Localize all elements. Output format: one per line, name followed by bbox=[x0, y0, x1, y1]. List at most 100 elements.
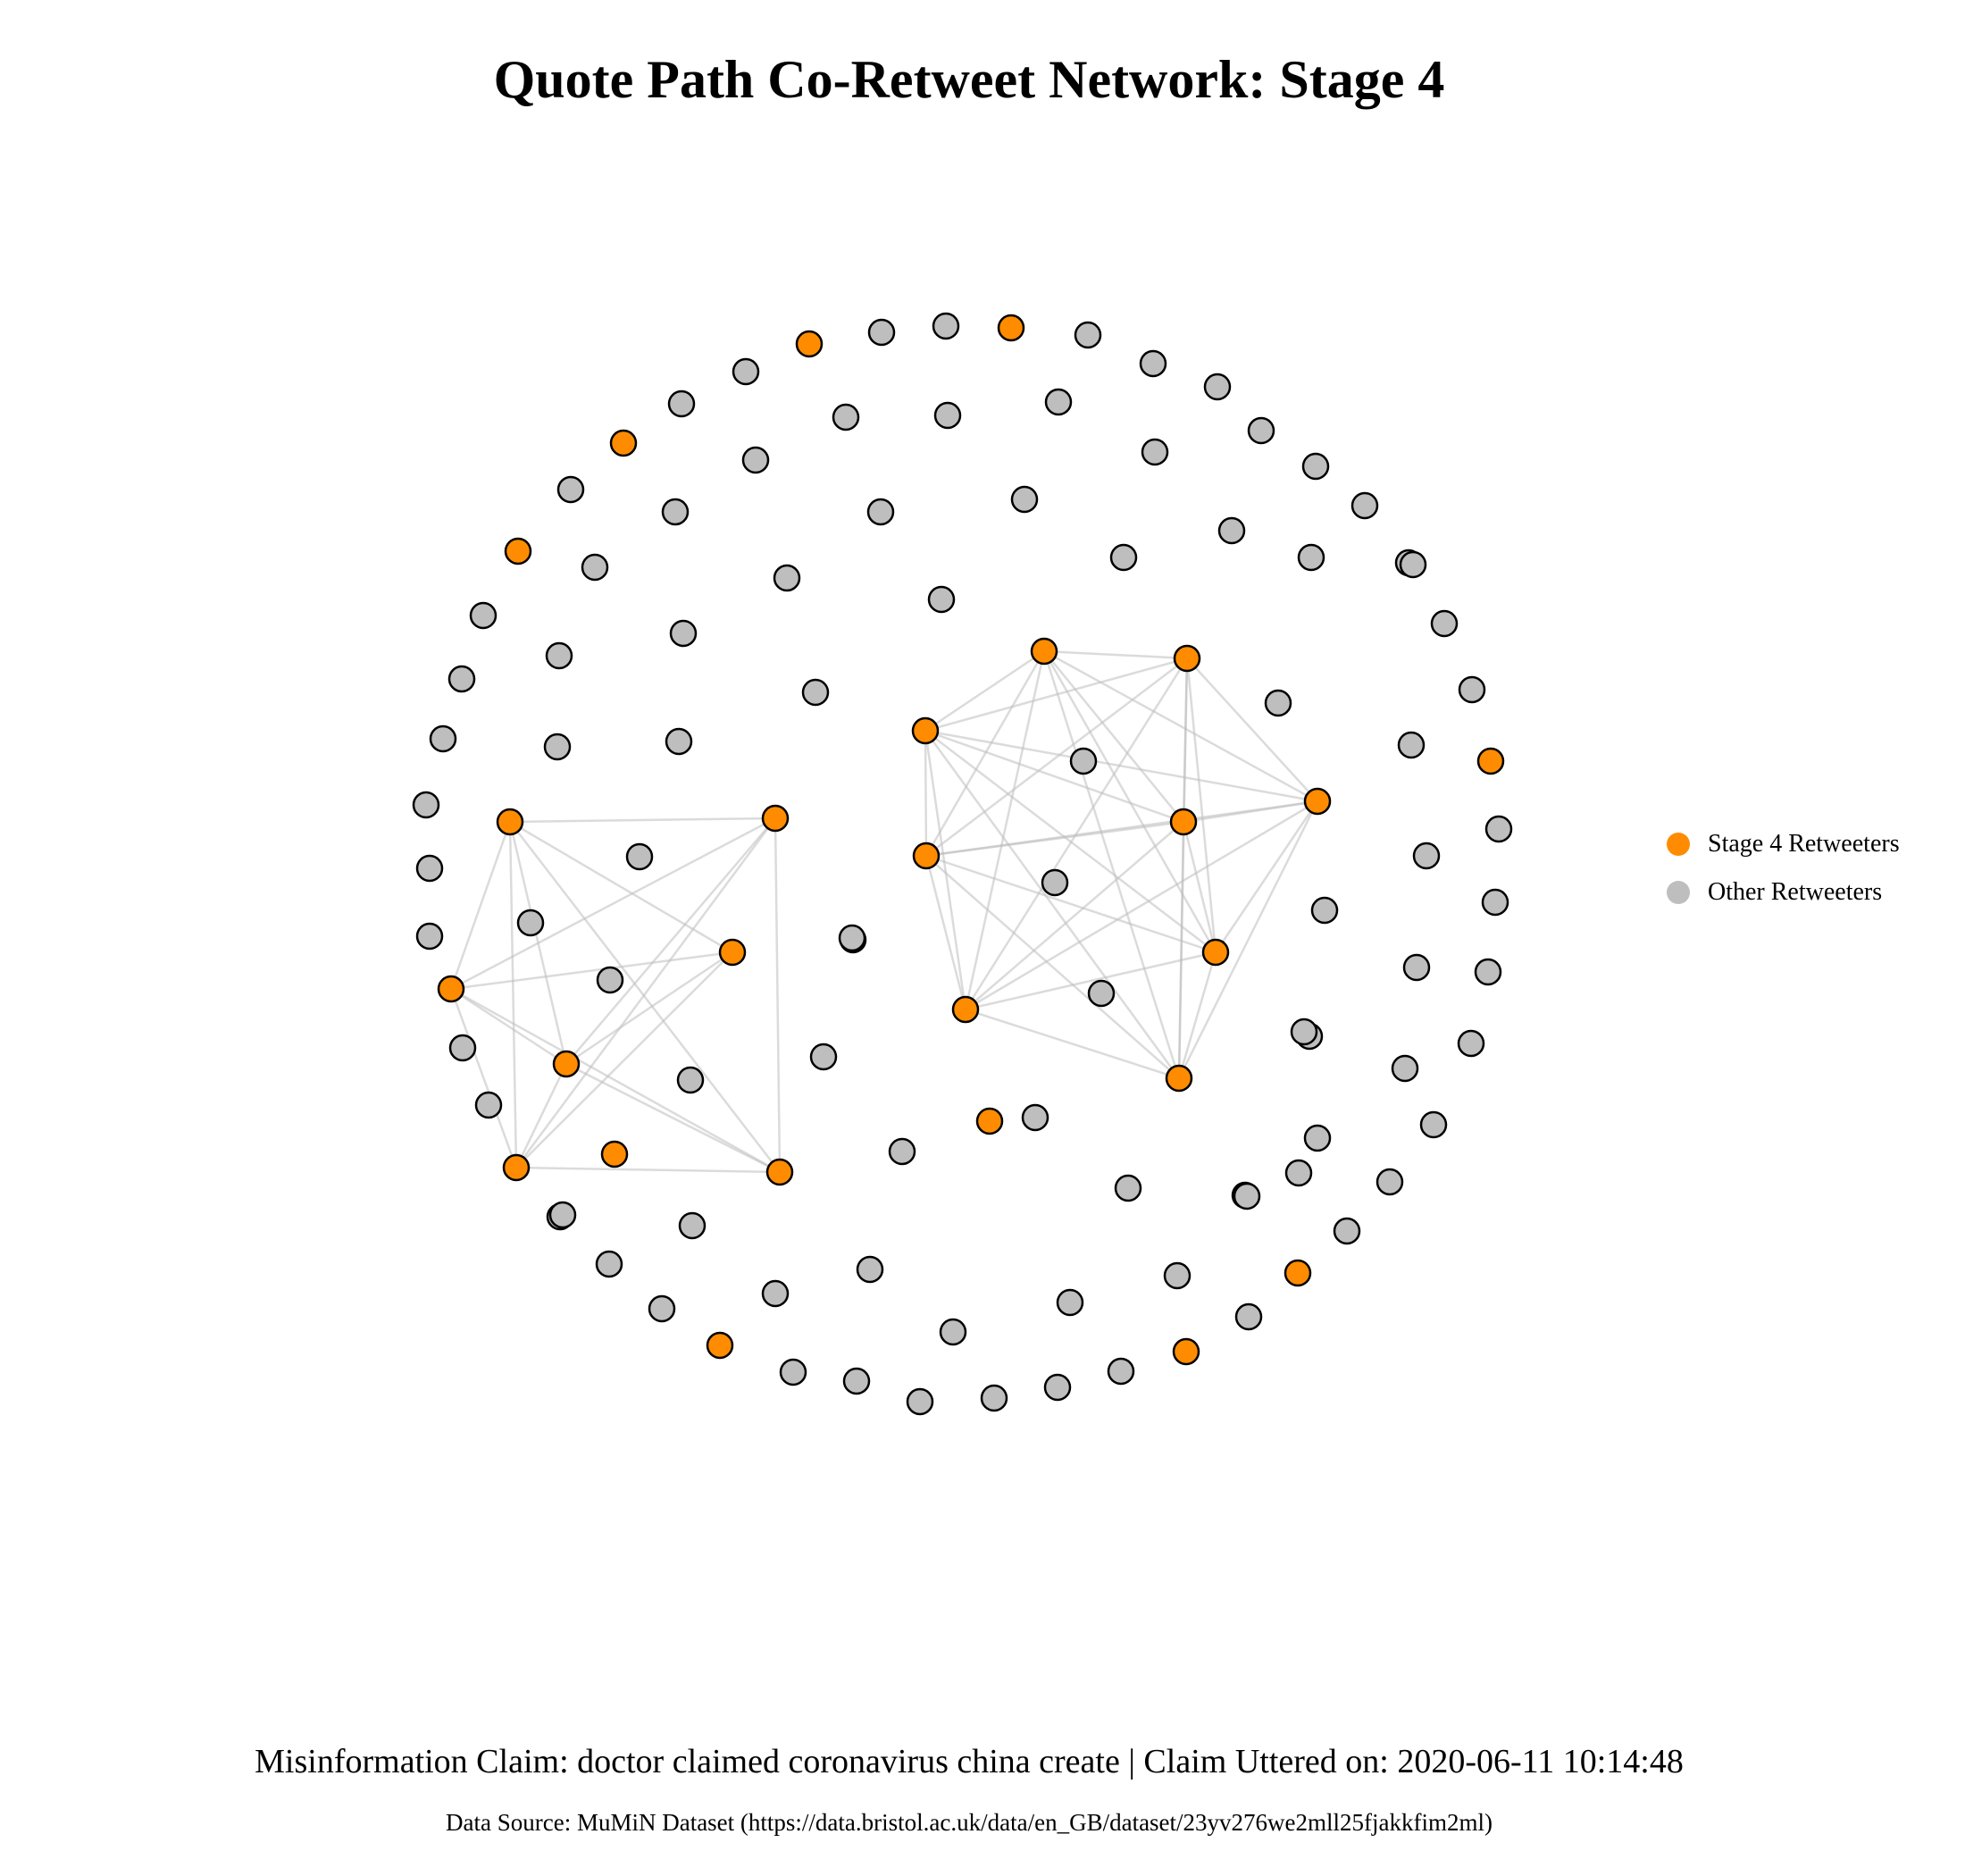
other-node-inner-47 bbox=[676, 1066, 705, 1094]
legend-item-other: Other Retweeters bbox=[1667, 868, 1900, 917]
other-node-inner-2 bbox=[1141, 438, 1169, 466]
stage4-node-L4 bbox=[718, 938, 747, 967]
left-cluster-edge-L5-L7 bbox=[565, 1062, 781, 1174]
other-node-outer-33 bbox=[448, 1034, 477, 1062]
other-node-outer-23 bbox=[1043, 1373, 1072, 1402]
right-cluster-edge-R3-R7 bbox=[924, 730, 1217, 953]
other-node-inner-19 bbox=[761, 1279, 790, 1308]
right-cluster-edge-R2-R7 bbox=[1185, 657, 1217, 953]
page-title: Quote Path Co-Retweet Network: Stage 4 bbox=[493, 50, 1445, 109]
left-cluster-edge-L4-L6 bbox=[515, 951, 733, 1168]
right-cluster-edge-R6-R7 bbox=[925, 854, 1217, 954]
other-node-inner-52 bbox=[1290, 1018, 1318, 1046]
right-cluster-edge-R6-R9 bbox=[925, 855, 1180, 1079]
stage4-node-outer-1 bbox=[997, 314, 1025, 342]
other-node-inner-6 bbox=[1264, 689, 1292, 717]
other-node-inner-49 bbox=[1069, 747, 1098, 775]
other-node-outer-13 bbox=[1481, 888, 1509, 917]
right-cluster-edge-R3-R5 bbox=[924, 729, 1184, 824]
left-cluster-edge-L1-L2 bbox=[509, 817, 776, 824]
other-node-inner-41 bbox=[1109, 543, 1138, 572]
other-node-outer-22 bbox=[1107, 1357, 1135, 1386]
other-node-inner-37 bbox=[665, 727, 693, 756]
stage4-node-L1 bbox=[496, 808, 524, 836]
node-layer bbox=[412, 312, 1513, 1416]
other-node-inner-34 bbox=[545, 641, 573, 670]
right-cluster-edge-R1-R4 bbox=[1043, 649, 1318, 803]
right-cluster-edge-R5-R8 bbox=[965, 821, 1184, 1010]
stage4-node-L7 bbox=[765, 1158, 794, 1186]
other-node-inner-8 bbox=[1412, 842, 1441, 870]
other-node-inner-16 bbox=[1056, 1288, 1084, 1317]
other-node-outer-3 bbox=[1139, 349, 1167, 378]
other-node-outer-46 bbox=[867, 318, 896, 347]
right-cluster-edge-R3-R6 bbox=[924, 730, 928, 857]
other-node-outer-39 bbox=[469, 601, 498, 630]
left-cluster-edge-L1-L7 bbox=[509, 821, 781, 1173]
other-node-outer-29 bbox=[648, 1294, 676, 1323]
right-cluster-edge-R4-R7 bbox=[1214, 800, 1319, 953]
other-node-inner-15 bbox=[1163, 1261, 1192, 1290]
right-cluster-edge-R3-R8 bbox=[924, 730, 967, 1010]
left-cluster-edge-L1-L4 bbox=[509, 820, 733, 954]
stage4-node-R1 bbox=[1030, 637, 1058, 666]
data-source-note: Data Source: MuMiN Dataset (https://data… bbox=[446, 1809, 1493, 1836]
other-node-outer-4 bbox=[1203, 373, 1232, 401]
left-cluster-edge-L3-L7 bbox=[450, 987, 781, 1174]
stage4-node-inner-27 bbox=[975, 1107, 1004, 1135]
right-cluster-edge-R4-R8 bbox=[965, 800, 1318, 1011]
edge-layer bbox=[449, 649, 1319, 1174]
other-node-inner-7 bbox=[1397, 731, 1426, 759]
other-node-inner-38 bbox=[773, 564, 801, 592]
other-node-inner-1 bbox=[1044, 388, 1073, 416]
stage4-node-outer-42 bbox=[609, 429, 638, 457]
stage4-node-L6 bbox=[502, 1153, 531, 1182]
other-node-outer-24 bbox=[980, 1384, 1008, 1412]
right-cluster-edge-R1-R6 bbox=[924, 650, 1046, 857]
left-cluster-edge-L3-L6 bbox=[449, 988, 518, 1168]
left-cluster-edge-L2-L3 bbox=[450, 817, 776, 991]
other-node-outer-15 bbox=[1457, 1029, 1485, 1058]
other-node-outer-5 bbox=[1247, 416, 1275, 445]
other-node-outer-9 bbox=[1430, 609, 1459, 638]
legend-label-stage4: Stage 4 Retweeters bbox=[1708, 830, 1900, 858]
other-node-outer-18 bbox=[1333, 1217, 1361, 1245]
other-node-outer-26 bbox=[842, 1367, 871, 1395]
left-cluster-edge-L6-L7 bbox=[515, 1166, 781, 1174]
right-cluster-edge-R1-R5 bbox=[1043, 650, 1184, 823]
legend-swatch-stage4 bbox=[1667, 833, 1690, 856]
stage4-node-outer-21 bbox=[1172, 1337, 1200, 1366]
stage4-node-L5 bbox=[552, 1050, 581, 1078]
other-node-inner-5 bbox=[1399, 550, 1427, 579]
other-node-outer-25 bbox=[906, 1387, 934, 1416]
other-node-outer-38 bbox=[447, 665, 476, 693]
right-cluster-edge-R7-R9 bbox=[1177, 951, 1217, 1079]
other-node-inner-42 bbox=[927, 585, 956, 614]
right-cluster-edge-R3-R9 bbox=[924, 730, 1181, 1079]
right-cluster-edge-R1-R8 bbox=[964, 650, 1046, 1010]
right-cluster-edge-R2-R3 bbox=[924, 657, 1188, 733]
other-node-inner-28 bbox=[1233, 1182, 1261, 1210]
right-cluster-edge-R3-R4 bbox=[924, 729, 1318, 803]
other-node-outer-2 bbox=[1074, 321, 1102, 349]
other-node-inner-3 bbox=[1217, 516, 1246, 545]
left-cluster-edge-L3-L4 bbox=[450, 951, 733, 991]
other-node-inner-51 bbox=[1087, 979, 1116, 1008]
legend-label-other: Other Retweeters bbox=[1708, 878, 1883, 906]
other-node-outer-34 bbox=[415, 922, 444, 951]
stage4-node-outer-28 bbox=[706, 1331, 734, 1360]
stage4-node-L2 bbox=[761, 804, 790, 833]
stage4-node-R3 bbox=[911, 716, 940, 745]
legend-swatch-other bbox=[1667, 881, 1690, 904]
left-cluster-edge-L2-L5 bbox=[565, 817, 776, 1065]
other-node-outer-20 bbox=[1234, 1302, 1263, 1331]
other-node-inner-32 bbox=[661, 498, 690, 526]
other-node-outer-37 bbox=[429, 724, 457, 753]
other-node-outer-43 bbox=[667, 389, 696, 418]
right-cluster-edge-R1-R3 bbox=[924, 649, 1045, 733]
stage4-node-R7 bbox=[1201, 938, 1230, 967]
other-node-inner-4 bbox=[1297, 543, 1325, 572]
other-node-outer-0 bbox=[932, 312, 960, 340]
left-cluster-edge-L2-L7 bbox=[773, 817, 782, 1173]
